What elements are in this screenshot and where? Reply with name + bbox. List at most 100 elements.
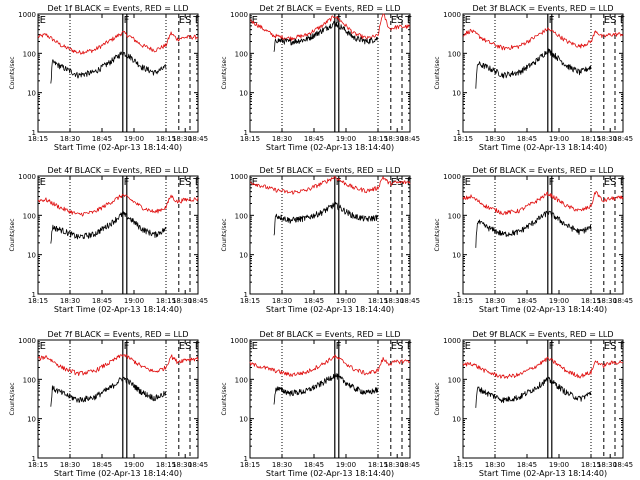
y-tick-label: 1 <box>244 291 248 299</box>
y-axis-label: Counts/sec <box>221 382 228 415</box>
y-tick-label: 10 <box>452 90 461 98</box>
panel-5: Det 5f BLACK = Events, RED = LLD 1 10 100 10… <box>221 166 420 314</box>
panel-title: Det 4f BLACK = Events, RED = LLD <box>47 166 188 175</box>
x-tick-label: 18:15 <box>28 297 48 305</box>
plot-frame <box>37 175 199 295</box>
series-events <box>50 211 167 244</box>
x-axis-label: Start Time (02-Apr-13 18:14:40) <box>479 143 607 152</box>
y-tick-label: 100 <box>448 376 461 384</box>
y-tick-label: 1000 <box>230 11 248 19</box>
y-axis-label: Counts/sec <box>221 218 228 251</box>
x-tick-label: 19:00 <box>549 135 569 143</box>
plot-frame <box>249 339 411 459</box>
x-tick-label: 18:45 <box>188 297 208 305</box>
x-tick-label: 19:00 <box>124 297 144 305</box>
x-tick-label: 18:15 <box>240 461 260 469</box>
x-tick-label: 18:15 <box>368 297 388 305</box>
series-events <box>475 210 592 248</box>
panel-title: Det 7f BLACK = Events, RED = LLD <box>47 330 188 339</box>
x-tick-label: 18:15 <box>240 297 260 305</box>
panel-title: Det 3f BLACK = Events, RED = LLD <box>472 4 613 13</box>
x-tick-label: 18:15 <box>156 135 176 143</box>
flag-label-f: F <box>124 341 130 352</box>
panel-8: Det 8f BLACK = Events, RED = LLD 1 10 100 10… <box>221 330 420 478</box>
x-tick-label: 18:45 <box>304 461 324 469</box>
y-tick-label: 1 <box>244 129 248 137</box>
flag-label-es: ES <box>391 341 404 352</box>
x-tick-label: 19:00 <box>336 461 356 469</box>
y-tick-label: 10 <box>452 416 461 424</box>
flag-label-f: F <box>124 177 130 188</box>
flag-label-t: T <box>192 341 200 352</box>
flag-label-t: T <box>192 177 200 188</box>
y-tick-label: 100 <box>448 50 461 58</box>
flag-label-e: E <box>465 177 471 188</box>
x-tick-label: 19:00 <box>549 297 569 305</box>
flag-label-t: T <box>617 177 625 188</box>
x-tick-label: 18:45 <box>304 135 324 143</box>
x-tick-label: 18:15 <box>156 461 176 469</box>
series-events <box>50 51 167 84</box>
series-lld <box>462 190 624 216</box>
plot-frame <box>249 175 411 295</box>
y-tick-label: 1000 <box>443 337 461 345</box>
series-events <box>273 20 379 52</box>
y-tick-label: 10 <box>239 416 248 424</box>
y-axis-label: Counts/sec <box>9 56 16 89</box>
panel-7: Det 7f BLACK = Events, RED = LLD 1 10 100 10… <box>9 330 208 478</box>
y-tick-label: 10 <box>452 252 461 260</box>
series-lld <box>37 354 199 377</box>
series-lld <box>462 27 624 51</box>
x-tick-label: 18:15 <box>581 297 601 305</box>
plot-frame <box>462 175 624 295</box>
flag-label-es: ES <box>179 15 192 26</box>
x-tick-label: 18:45 <box>613 135 633 143</box>
x-tick-label: 18:45 <box>304 297 324 305</box>
x-tick-label: 18:15 <box>581 461 601 469</box>
y-tick-label: 1 <box>457 291 461 299</box>
flag-label-e: E <box>40 15 46 26</box>
panel-2: Det 2f BLACK = Events, RED = LLD 1 10 100 10… <box>221 4 420 152</box>
y-tick-label: 100 <box>448 212 461 220</box>
panel-3: Det 3f BLACK = Events, RED = LLD 1 10 100 10… <box>434 4 633 152</box>
x-tick-label: 18:30 <box>597 135 617 143</box>
y-tick-label: 1000 <box>18 337 36 345</box>
x-tick-label: 18:45 <box>400 135 420 143</box>
x-axis-label: Start Time (02-Apr-13 18:14:40) <box>266 143 394 152</box>
series-events <box>475 376 592 408</box>
x-tick-label: 18:45 <box>92 297 112 305</box>
y-tick-label: 10 <box>27 252 36 260</box>
x-tick-label: 18:30 <box>272 461 292 469</box>
y-tick-label: 100 <box>23 50 36 58</box>
x-tick-label: 18:15 <box>368 135 388 143</box>
flag-label-es: ES <box>604 341 617 352</box>
flag-label-f: F <box>549 341 555 352</box>
x-tick-label: 18:30 <box>384 135 404 143</box>
x-tick-label: 18:15 <box>453 135 473 143</box>
x-tick-label: 18:45 <box>613 461 633 469</box>
x-tick-label: 18:15 <box>581 135 601 143</box>
series-events <box>50 376 167 407</box>
y-tick-label: 1000 <box>18 173 36 181</box>
panel-title: Det 1f BLACK = Events, RED = LLD <box>47 4 188 13</box>
x-tick-label: 18:30 <box>172 135 192 143</box>
plot-frame <box>37 13 199 133</box>
x-tick-label: 18:15 <box>156 297 176 305</box>
x-tick-label: 18:45 <box>188 135 208 143</box>
x-tick-label: 18:15 <box>240 135 260 143</box>
x-tick-label: 18:15 <box>28 461 48 469</box>
x-tick-label: 18:45 <box>400 297 420 305</box>
x-tick-label: 18:30 <box>172 461 192 469</box>
flag-label-e: E <box>252 341 258 352</box>
x-tick-label: 18:30 <box>485 461 505 469</box>
flag-label-es: ES <box>179 341 192 352</box>
x-axis-label: Start Time (02-Apr-13 18:14:40) <box>54 469 182 478</box>
series-lld <box>462 356 624 379</box>
x-tick-label: 18:15 <box>453 461 473 469</box>
y-axis-label: Counts/sec <box>9 218 16 251</box>
flag-label-e: E <box>40 341 46 352</box>
x-tick-label: 18:30 <box>60 297 80 305</box>
x-tick-label: 18:30 <box>597 297 617 305</box>
series-lld <box>249 175 411 195</box>
